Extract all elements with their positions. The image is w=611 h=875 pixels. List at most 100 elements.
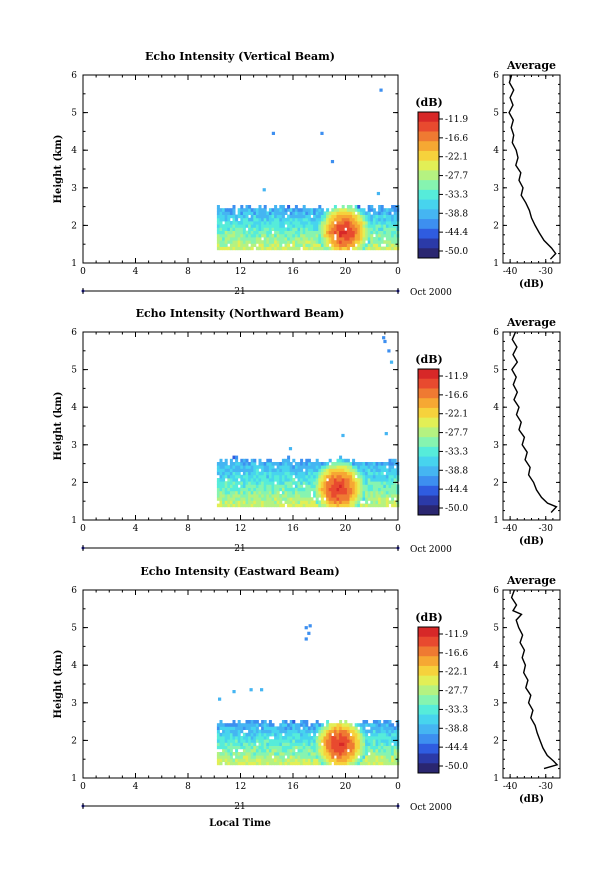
echo-cell [219,736,223,740]
echo-cell [253,468,257,472]
echo-cell [315,214,319,219]
echo-cell [339,478,343,482]
echo-cell [263,217,267,222]
echo-cell [378,742,382,746]
echo-cell [224,240,228,244]
echo-cell [383,500,387,504]
profile-x-tick-label: -40 [503,267,518,277]
echo-cell [235,465,239,469]
isolated-echo [330,159,335,164]
echo-cell [219,217,223,222]
echo-cell [365,474,369,479]
echo-cell [344,481,348,485]
echo-cell [281,474,285,479]
echo-cell [258,745,262,750]
echo-cell [237,474,241,479]
echo-cell [305,720,309,724]
echo-cell [219,726,223,730]
echo-cell [274,490,278,495]
echo-cell [307,748,311,753]
echo-cell [331,478,335,482]
echo-cell [300,490,304,495]
echo-cell [362,237,366,241]
echo-cell [224,503,228,508]
echo-cell [310,755,314,759]
echo-cell [271,723,275,727]
isolated-echo [260,688,264,692]
echo-cell [336,736,340,740]
echo-cell [266,217,270,222]
echo-cell [341,739,345,743]
echo-cell [255,230,259,235]
echo-cell [375,230,379,235]
echo-cell [357,211,361,215]
colorbar-tick-label: -22.1 [445,153,468,163]
echo-cell [268,726,272,730]
echo-cell [349,465,353,469]
echo-cell [240,465,244,469]
echo-cell [378,462,382,466]
echo-cell [336,490,340,495]
echo-cell [388,742,392,746]
echo-cell [328,500,332,504]
echo-cell [378,227,382,231]
echo-cell [318,742,322,746]
echo-cell [307,494,311,498]
echo-cell [281,205,285,209]
echo-cell [320,732,324,737]
echo-cell [333,240,337,244]
echo-cell [261,503,265,508]
echo-cell [383,748,387,753]
echo-cell [320,729,324,734]
echo-cell [242,230,246,235]
echo-cell [242,503,246,508]
echo-cell [367,503,371,508]
echo-cell [235,739,239,743]
echo-cell [320,243,324,247]
echo-cell [294,500,298,504]
echo-cell [378,224,382,228]
echo-cell [279,481,283,485]
echo-cell [320,761,324,766]
echo-cell [346,478,350,482]
echo-cell [289,471,293,476]
echo-cell [276,233,280,238]
echo-cell [268,758,272,762]
echo-cell [271,729,275,734]
echo-cell [276,484,280,488]
echo-cell [281,230,285,235]
echo-cell [250,481,254,485]
echo-cell [380,211,384,215]
echo-cell [258,211,262,215]
echo-cell [294,745,298,750]
echo-cell [279,221,283,225]
echo-cell [320,503,324,508]
echo-cell [289,221,293,225]
echo-cell [318,478,322,482]
echo-cell [229,478,233,482]
echo-cell [263,748,267,753]
echo-cell [253,745,257,750]
echo-cell [344,458,348,463]
echo-cell [331,240,335,244]
echo-cell [240,205,244,209]
echo-cell [216,726,220,730]
echo-cell [287,246,291,251]
echo-cell [266,748,270,753]
echo-cell [276,487,280,492]
echo-cell [359,471,363,476]
echo-cell [245,237,249,241]
echo-cell [313,227,317,231]
echo-cell [344,736,348,740]
echo-cell [245,497,249,501]
echo-cell [359,465,363,469]
echo-cell [326,221,330,225]
echo-cell [388,240,392,244]
echo-cell [341,458,345,463]
echo-cell [216,211,220,215]
echo-cell [320,240,324,244]
echo-cell [271,237,275,241]
echo-cell [263,211,267,215]
echo-cell [229,458,233,463]
echo-cell [318,474,322,479]
